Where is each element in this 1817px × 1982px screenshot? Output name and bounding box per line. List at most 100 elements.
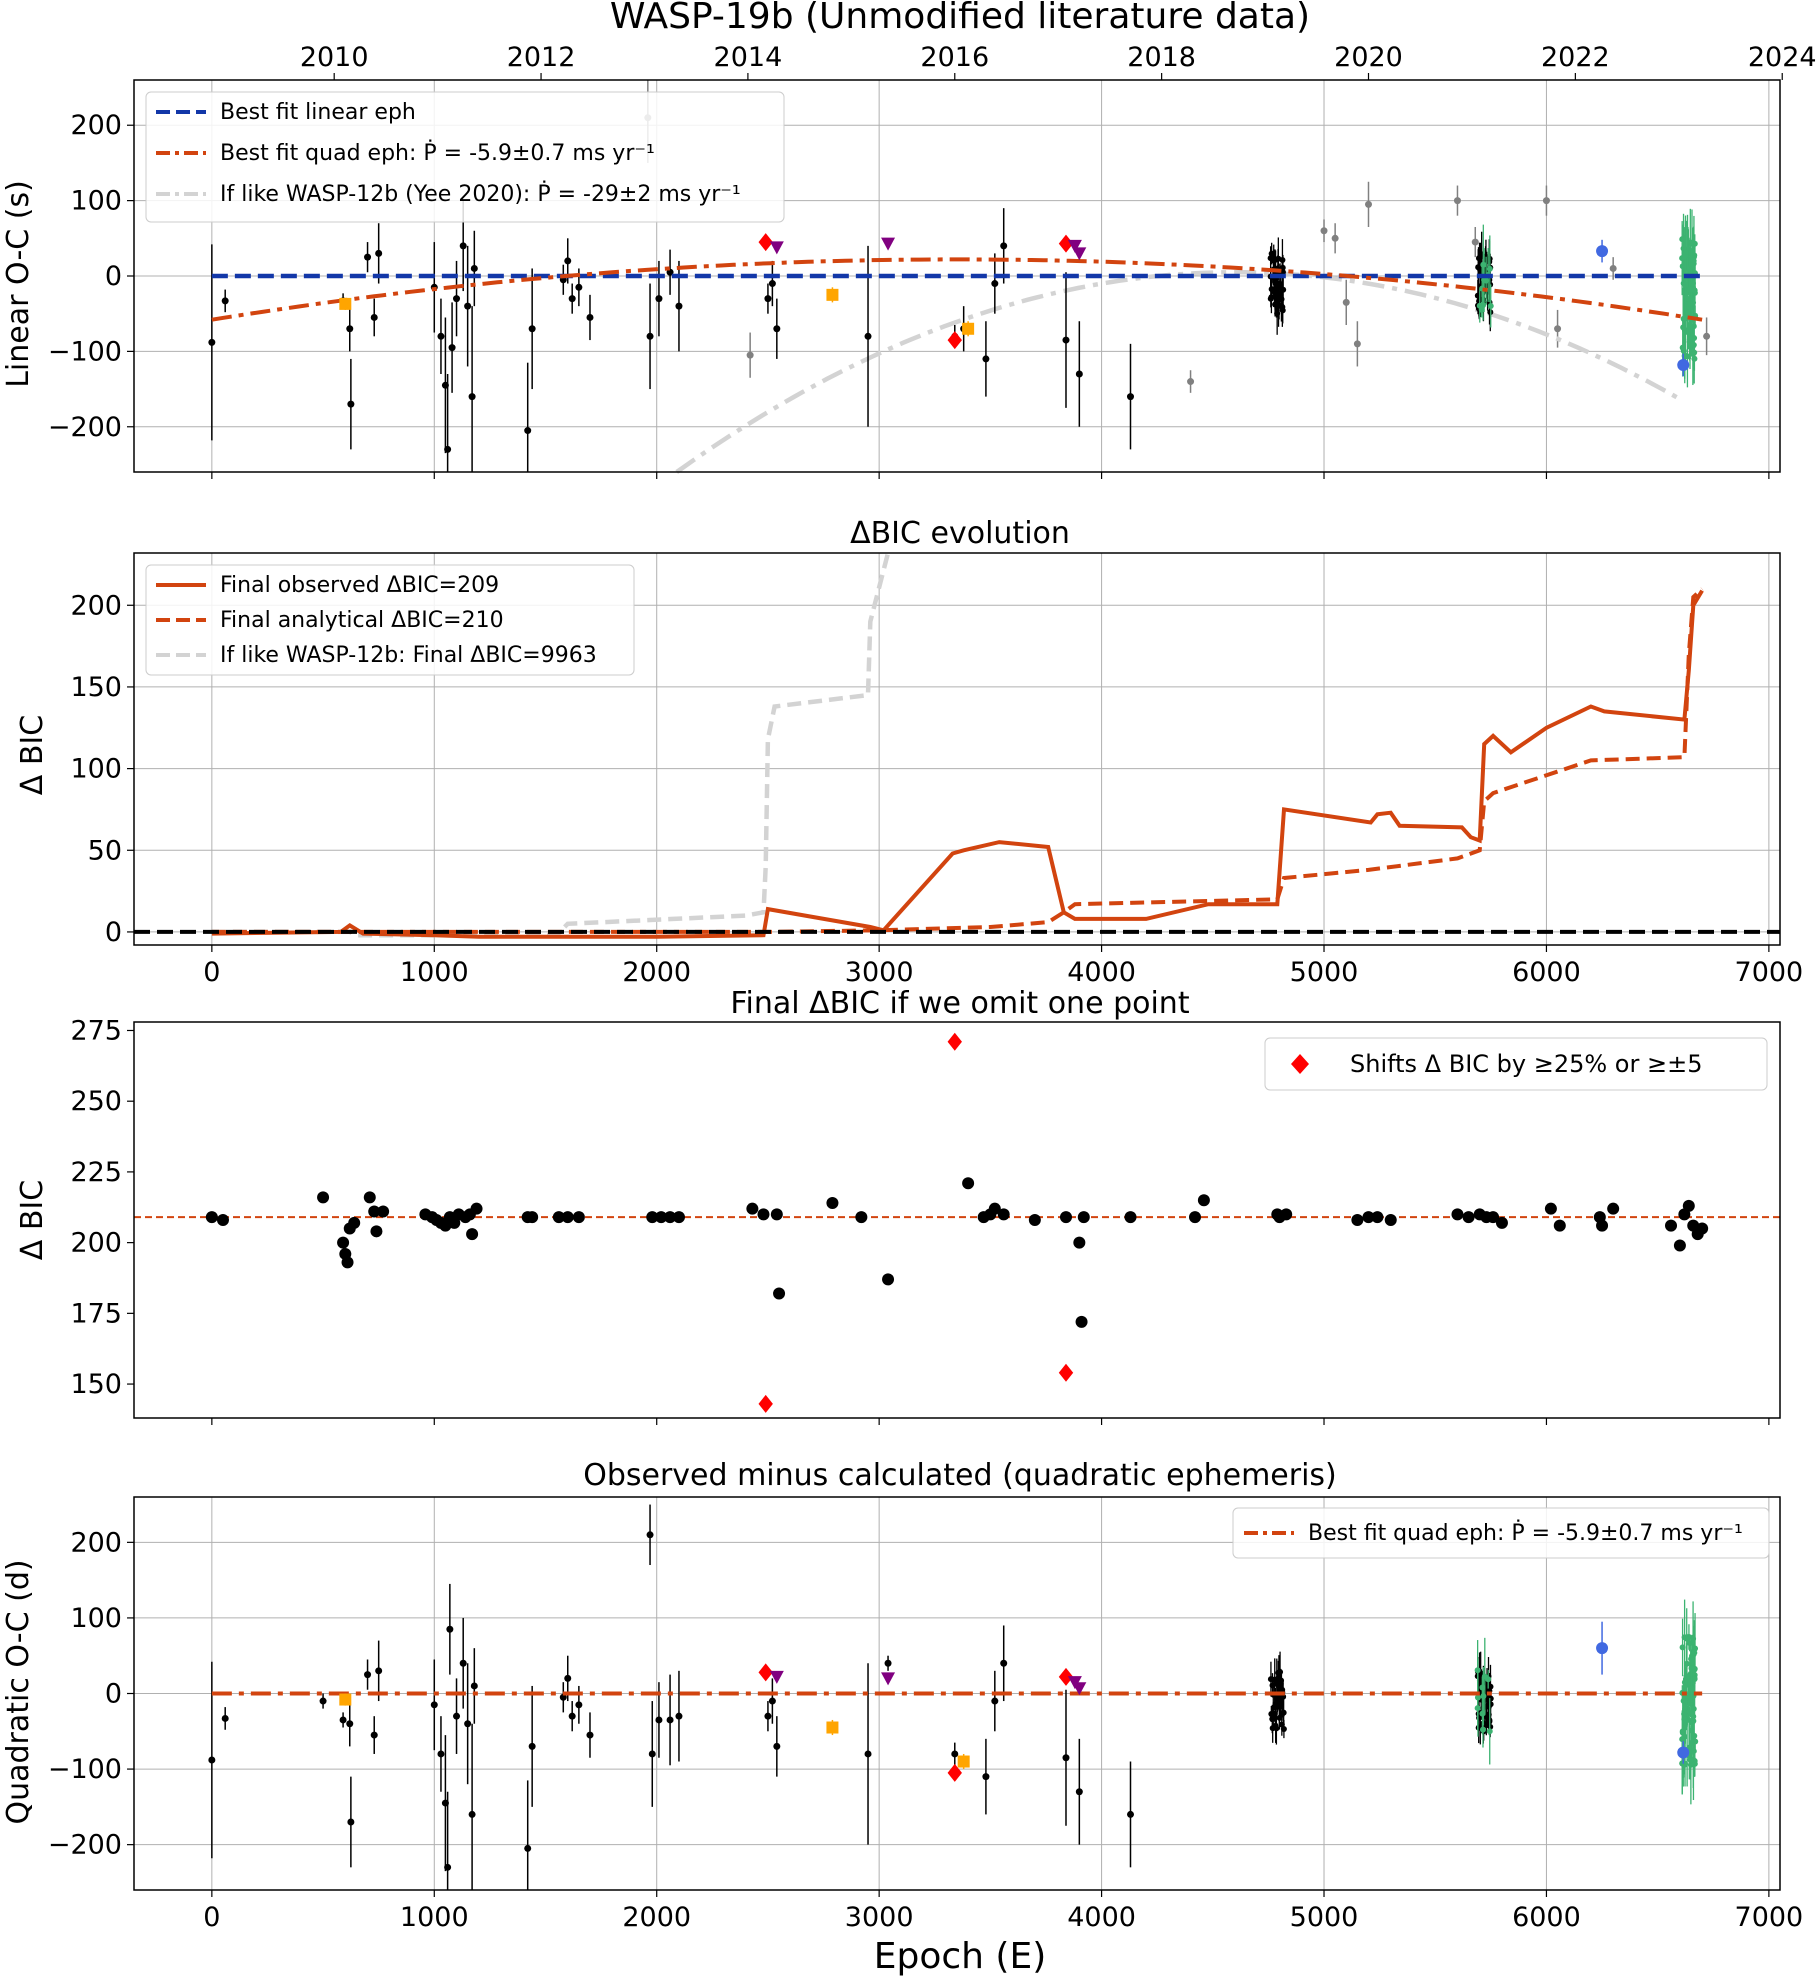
point-blue (1677, 1746, 1690, 1759)
point-black (444, 1863, 452, 1871)
cluster-point (1680, 347, 1687, 354)
point-gray (1609, 264, 1617, 272)
point-orange (826, 288, 839, 301)
point-omit (1682, 1199, 1695, 1212)
point-gray (1353, 340, 1361, 348)
top-axis-years: 2010 2012 2014 2016 2018 2020 2022 2024 (300, 42, 1817, 80)
top-tick-label: 2010 (300, 42, 369, 73)
point-omit (470, 1202, 483, 1215)
point-black (982, 1773, 990, 1781)
point-omit (1362, 1211, 1375, 1224)
cluster-point (1280, 286, 1287, 293)
point-black (1126, 393, 1134, 401)
yticks-quad-oc: −200 −100 0 100 200 (48, 1527, 134, 1861)
point-omit (664, 1211, 677, 1224)
legend-box (145, 564, 635, 676)
point-black (375, 249, 383, 257)
point-gray (1703, 332, 1711, 340)
legend-marker-red-diamond (1291, 1054, 1309, 1074)
point-black (764, 295, 772, 303)
cluster-point (1683, 1673, 1690, 1680)
ytick-label: 200 (70, 110, 122, 141)
point-black (991, 1697, 999, 1705)
ytick-label: 100 (70, 186, 122, 217)
point-black (221, 297, 229, 305)
cluster-point (1480, 261, 1487, 268)
point-black (575, 1701, 583, 1709)
ytick-label: 175 (70, 1298, 122, 1329)
point-black (1062, 1754, 1070, 1762)
ytick-label: 0 (105, 261, 122, 292)
point-purple (769, 1670, 784, 1684)
frame-bic-evolution (133, 552, 1781, 946)
cluster-point (1474, 1705, 1481, 1712)
cluster-point (1682, 281, 1689, 288)
cluster-point (1278, 1721, 1285, 1728)
point-black (524, 427, 532, 435)
point-purple (1067, 239, 1082, 253)
point-gray (746, 351, 754, 359)
point-red (1058, 1667, 1074, 1686)
point-black (773, 325, 781, 333)
title-quad-oc: Observed minus calculated (quadratic eph… (583, 1458, 1337, 1493)
point-black (346, 325, 354, 333)
cluster-point (1275, 302, 1282, 309)
plot-quad-oc (208, 1504, 1703, 1890)
point-black (347, 400, 355, 408)
xtick-label: 4000 (1067, 1902, 1136, 1933)
point-black (951, 1750, 959, 1758)
point-gray (1320, 227, 1328, 235)
point-omit (997, 1208, 1010, 1221)
point-omit (1197, 1194, 1210, 1207)
cluster-point (1690, 257, 1697, 264)
point-black (568, 295, 576, 303)
point-omit (363, 1191, 376, 1204)
ylabel-linear-oc: Linear O-C (s) (1, 180, 36, 388)
point-blue (1677, 358, 1690, 371)
point-black (524, 1844, 532, 1852)
point-red (947, 331, 962, 350)
cluster-point (1688, 1655, 1695, 1662)
point-black (884, 1659, 892, 1667)
point-omit (1280, 1208, 1293, 1221)
point-omit (1077, 1211, 1090, 1224)
ytick-label: 100 (70, 1603, 122, 1634)
ytick-label: 50 (88, 835, 122, 866)
panel-bic-evolution: ΔBIC evolution Δ BIC 0 1000 2000 3000 4000 50… (15, 516, 1803, 988)
ytick-label: 0 (105, 917, 122, 948)
point-red (947, 1763, 962, 1782)
cluster-point (1688, 1665, 1695, 1672)
panel-linear-oc: WASP-19b (Unmodified literature data) Li… (1, 0, 1817, 479)
cluster-point (1686, 1640, 1693, 1647)
xtick-label: 5000 (1290, 957, 1359, 988)
point-omit (672, 1211, 685, 1224)
cluster-point (1277, 1668, 1284, 1675)
xticks-linear-oc (211, 472, 1770, 479)
point-black (982, 355, 990, 363)
panel-omit-one: Final ΔBIC if we omit one point Δ BIC 15… (15, 986, 1781, 1425)
frame-linear-oc (133, 79, 1781, 473)
xtick-label: 0 (203, 1902, 220, 1933)
point-omit (216, 1214, 229, 1226)
legend-quad-oc: Best fit quad eph: Ṗ = -5.9±0.7 ms yr⁻¹ (1232, 1507, 1770, 1559)
top-tick-label: 2020 (1334, 42, 1403, 73)
point-black (575, 283, 583, 291)
point-orange (826, 1721, 839, 1734)
xtick-label: 1000 (400, 957, 469, 988)
xtick-label: 6000 (1512, 957, 1581, 988)
top-tick-label: 2012 (507, 42, 576, 73)
ytick-label: 250 (70, 1086, 122, 1117)
point-black (470, 264, 478, 272)
cluster-point (1686, 336, 1693, 343)
point-black (464, 302, 472, 310)
point-omit (337, 1236, 350, 1249)
point-omit (1371, 1211, 1384, 1224)
point-omit (1696, 1222, 1709, 1235)
cluster-point (1687, 239, 1694, 246)
plot-omit-one (134, 1032, 1780, 1413)
point-omit (988, 1202, 1001, 1215)
xtick-label: 1000 (400, 1902, 469, 1933)
ytick-label: 225 (70, 1157, 122, 1188)
legend-box (1264, 1037, 1768, 1091)
